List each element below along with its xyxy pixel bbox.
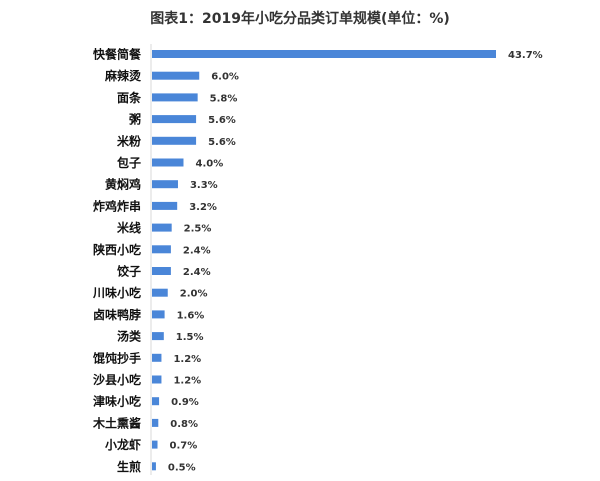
- bar: [152, 353, 162, 362]
- value-label: 3.3%: [190, 180, 218, 191]
- value-label: 2.0%: [180, 289, 208, 300]
- value-label: 1.2%: [173, 354, 201, 365]
- category-label: 卤味鸭脖: [93, 307, 141, 322]
- value-label: 2.5%: [184, 224, 212, 235]
- bar: [152, 462, 156, 471]
- category-label: 包子: [116, 155, 141, 170]
- value-label: 0.9%: [171, 397, 199, 408]
- category-label: 黄焖鸡: [105, 177, 141, 192]
- value-label: 2.4%: [183, 267, 211, 278]
- category-label: 粥: [129, 112, 141, 127]
- bar: [152, 115, 197, 124]
- category-label: 炸鸡炸串: [93, 198, 141, 213]
- category-label: 津味小吃: [93, 394, 141, 409]
- bar: [152, 288, 168, 297]
- bar: [152, 332, 164, 341]
- category-label: 麻辣烫: [104, 68, 142, 83]
- bar: [152, 50, 496, 58]
- value-label: 2.4%: [183, 245, 211, 256]
- value-label: 5.8%: [210, 93, 238, 104]
- bar: [152, 310, 165, 319]
- bar: [152, 267, 171, 275]
- category-label: 木土熏酱: [92, 415, 141, 430]
- bar: [152, 245, 171, 254]
- category-label: 米粉: [117, 133, 141, 148]
- value-label: 5.6%: [208, 137, 236, 148]
- bar: [152, 71, 200, 80]
- category-label: 川味小吃: [92, 285, 141, 300]
- category-label: 米线: [117, 220, 141, 235]
- category-label: 汤类: [117, 329, 142, 344]
- bar: [152, 440, 158, 449]
- value-label: 1.5%: [176, 332, 204, 343]
- category-label: 沙县小吃: [93, 372, 141, 387]
- value-label: 43.7%: [508, 50, 543, 61]
- chart-title: 图表1：2019年小吃分品类订单规模(单位：%): [150, 11, 450, 27]
- value-label: 1.2%: [173, 376, 201, 387]
- value-label: 3.2%: [189, 202, 217, 213]
- bar: [152, 418, 159, 427]
- value-label: 6.0%: [211, 72, 239, 83]
- bar: [152, 223, 172, 232]
- value-label: 0.8%: [170, 419, 198, 430]
- value-label: 5.6%: [208, 115, 236, 126]
- bar: [152, 397, 160, 406]
- category-label: 快餐简餐: [93, 47, 142, 62]
- value-label: 0.7%: [170, 441, 198, 452]
- category-label: 饺子: [117, 264, 141, 279]
- category-label: 馄饨抄手: [92, 350, 141, 365]
- bar: [152, 375, 162, 384]
- bar: [152, 136, 197, 145]
- bar: [152, 158, 184, 167]
- category-label: 生煎: [117, 459, 141, 474]
- category-label: 面条: [117, 90, 142, 105]
- bar: [152, 201, 178, 210]
- bar: [152, 93, 198, 102]
- bar: [152, 180, 178, 189]
- value-label: 1.6%: [177, 310, 205, 321]
- category-label: 小龙虾: [105, 437, 141, 452]
- category-label: 陕西小吃: [93, 242, 141, 257]
- value-label: 4.0%: [195, 159, 223, 170]
- value-label: 0.5%: [168, 462, 196, 473]
